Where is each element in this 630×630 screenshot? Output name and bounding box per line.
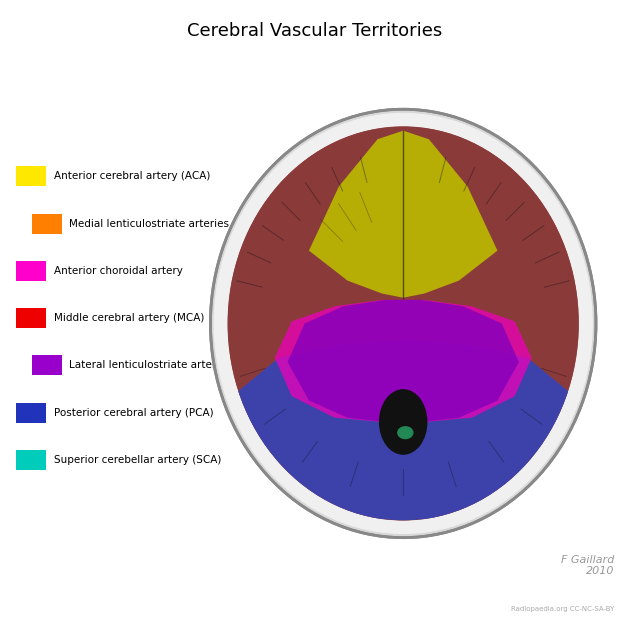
FancyBboxPatch shape	[32, 214, 62, 234]
Ellipse shape	[210, 109, 596, 537]
Text: Posterior cerebral artery (PCA): Posterior cerebral artery (PCA)	[54, 408, 213, 418]
Polygon shape	[275, 300, 532, 422]
Polygon shape	[232, 341, 575, 520]
Text: Middle cerebral artery (MCA): Middle cerebral artery (MCA)	[54, 313, 204, 323]
FancyBboxPatch shape	[16, 450, 46, 470]
Text: Cerebral Vascular Territories: Cerebral Vascular Territories	[187, 22, 443, 40]
Ellipse shape	[214, 113, 592, 534]
Text: Superior cerebellar artery (SCA): Superior cerebellar artery (SCA)	[54, 455, 221, 465]
FancyBboxPatch shape	[16, 261, 46, 281]
Text: F Gaillard
2010: F Gaillard 2010	[561, 555, 614, 576]
Text: Anterior cerebral artery (ACA): Anterior cerebral artery (ACA)	[54, 171, 210, 181]
Text: Anterior choroidal artery: Anterior choroidal artery	[54, 266, 183, 276]
FancyBboxPatch shape	[16, 166, 46, 186]
FancyBboxPatch shape	[16, 308, 46, 328]
Ellipse shape	[398, 427, 413, 438]
Ellipse shape	[380, 390, 427, 454]
Text: Lateral lenticulostriate arteries: Lateral lenticulostriate arteries	[69, 360, 231, 370]
Text: Radiopaedia.org CC-NC-SA-BY: Radiopaedia.org CC-NC-SA-BY	[511, 606, 614, 612]
Ellipse shape	[227, 127, 579, 520]
FancyBboxPatch shape	[32, 355, 62, 375]
Polygon shape	[287, 300, 519, 422]
FancyBboxPatch shape	[16, 403, 46, 423]
Polygon shape	[309, 130, 498, 298]
Text: Medial lenticulostriate arteries: Medial lenticulostriate arteries	[69, 219, 229, 229]
